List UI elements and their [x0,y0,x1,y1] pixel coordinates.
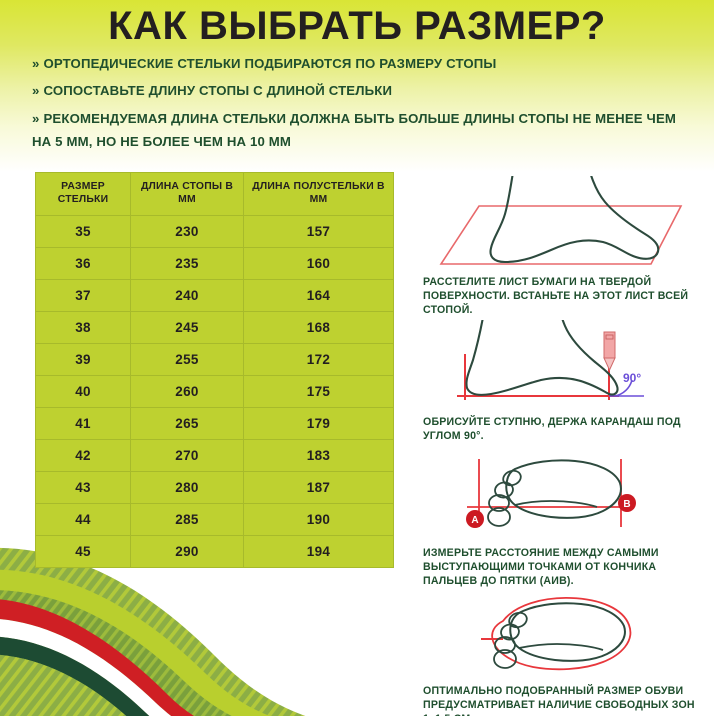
header: КАК ВЫБРАТЬ РАЗМЕР? » ОРТОПЕДИЧЕСКИЕ СТЕЛ… [0,0,714,153]
cell-size: 38 [35,311,131,344]
cell-foot-length: 290 [130,535,244,568]
step-1: РАССТЕЛИТЕ ЛИСТ БУМАГИ НА ТВЕРДОЙ ПОВЕРХ… [419,176,709,318]
cell-half-insole-length: 168 [243,311,394,344]
top-gradient-band [0,0,714,172]
step-2: 90° ОБРИСУЙТЕ СТУПНЮ, ДЕРЖА КАРАНДАШ ПОД… [419,319,709,443]
decorative-ribbon-graphic [0,547,306,716]
table-row: 35 230 157 [35,215,394,248]
cell-size: 45 [35,535,131,568]
table-body: 35 230 157 36 235 160 37 240 164 38 245 168 39 255 172… [35,215,394,568]
step-3-text: ИЗМЕРЬТЕ РАССТОЯНИЕ МЕЖДУ САМЫМИ ВЫСТУПА… [423,547,659,588]
cell-half-insole-length: 164 [243,279,394,312]
marker-b-circle [618,494,636,513]
bullet-list: » ОРТОПЕДИЧЕСКИЕ СТЕЛЬКИ ПОДБИРАЮТСЯ ПО Р… [0,53,714,153]
cell-size: 37 [35,279,131,312]
bullet-text-1: ОРТОПЕДИЧЕСКИЕ СТЕЛЬКИ ПОДБИРАЮТСЯ ПО РА… [43,56,497,71]
cell-size: 41 [35,407,131,440]
table-header-row: РАЗМЕР СТЕЛЬКИ ДЛИНА СТОПЫ В ММ ДЛИНА ПО… [35,172,394,216]
column-header-size: РАЗМЕР СТЕЛЬКИ [35,172,131,216]
foot-sole-measure-icon: A B [466,459,636,529]
angle-label: 90° [623,371,641,385]
cell-half-insole-length: 175 [243,375,394,408]
bullet-item-2: » СОПОСТАВЬТЕ ДЛИНУ СТОПЫ С ДЛИНОЙ СТЕЛЬК… [32,80,694,102]
table-row: 40 260 175 [35,375,394,408]
cell-half-insole-length: 183 [243,439,394,472]
steps-column: РАССТЕЛИТЕ ЛИСТ БУМАГИ НА ТВЕРДОЙ ПОВЕРХ… [419,176,709,716]
page-title: КАК ВЫБРАТЬ РАЗМЕР? [108,4,606,48]
step-1-text: РАССТЕЛИТЕ ЛИСТ БУМАГИ НА ТВЕРДОЙ ПОВЕРХ… [423,276,689,317]
size-table: РАЗМЕР СТЕЛЬКИ ДЛИНА СТОПЫ В ММ ДЛИНА ПО… [35,172,394,568]
cell-size: 39 [35,343,131,376]
table-row: 39 255 172 [35,343,394,376]
bullet-mark-icon: » [32,111,40,126]
bullet-mark-icon: » [32,83,40,98]
cell-size: 42 [35,439,131,472]
cell-half-insole-length: 179 [243,407,394,440]
bullet-text-3: РЕКОМЕНДУЕМАЯ ДЛИНА СТЕЛЬКИ ДОЛЖНА БЫТЬ … [32,111,677,149]
cell-half-insole-length: 172 [243,343,394,376]
table-row: 38 245 168 [35,311,394,344]
step-2-text: ОБРИСУЙТЕ СТУПНЮ, ДЕРЖА КАРАНДАШ ПОД УГЛ… [423,415,681,442]
cell-half-insole-length: 190 [243,503,394,536]
cell-half-insole-length: 160 [243,247,394,280]
cell-foot-length: 235 [130,247,244,280]
foot-side-on-paper-icon [439,176,683,265]
table-row: 41 265 179 [35,407,394,440]
cell-size: 40 [35,375,131,408]
cell-foot-length: 285 [130,503,244,536]
cell-foot-length: 240 [130,279,244,312]
bullet-mark-icon: » [32,56,40,71]
column-header-half-insole-length: ДЛИНА ПОЛУСТЕЛЬКИ В ММ [243,172,394,216]
cell-half-insole-length: 157 [243,215,394,248]
foot-sole-in-shoe-outline-icon [481,596,632,670]
cell-size: 35 [35,215,131,248]
table-row: 37 240 164 [35,279,394,312]
table-row: 44 285 190 [35,503,394,536]
cell-foot-length: 245 [130,311,244,344]
table-row: 36 235 160 [35,247,394,280]
cell-half-insole-length: 187 [243,471,394,504]
cell-half-insole-length: 194 [243,535,394,568]
step-4-text: ОПТИМАЛЬНО ПОДОБРАННЫЙ РАЗМЕР ОБУВИ ПРЕД… [423,684,695,716]
foot-side-with-pencil-icon: 90° [457,319,644,400]
column-header-foot-length: ДЛИНА СТОПЫ В ММ [130,172,244,216]
cell-foot-length: 270 [130,439,244,472]
cell-foot-length: 280 [130,471,244,504]
step-3: A B ИЗМЕРЬТЕ РАССТОЯНИЕ МЕЖДУ САМЫМИ ВЫС… [419,445,709,589]
bullet-item-1: » ОРТОПЕДИЧЕСКИЕ СТЕЛЬКИ ПОДБИРАЮТСЯ ПО Р… [32,53,694,75]
table-row: 42 270 183 [35,439,394,472]
marker-a-circle [466,510,484,529]
cell-foot-length: 265 [130,407,244,440]
cell-size: 43 [35,471,131,504]
cell-foot-length: 260 [130,375,244,408]
cell-size: 36 [35,247,131,280]
bullet-item-3: » РЕКОМЕНДУЕМАЯ ДЛИНА СТЕЛЬКИ ДОЛЖНА БЫТЬ… [32,107,692,153]
table-row: 45 290 194 [35,535,394,568]
marker-b-label: B [623,499,630,510]
marker-a-label: A [471,515,478,526]
cell-foot-length: 230 [130,215,244,248]
bullet-text-2: СОПОСТАВЬТЕ ДЛИНУ СТОПЫ С ДЛИНОЙ СТЕЛЬКИ [43,83,393,98]
cell-foot-length: 255 [130,343,244,376]
cell-size: 44 [35,503,131,536]
table-row: 43 280 187 [35,471,394,504]
step-4: ОПТИМАЛЬНО ПОДОБРАННЫЙ РАЗМЕР ОБУВИ ПРЕД… [419,591,709,716]
